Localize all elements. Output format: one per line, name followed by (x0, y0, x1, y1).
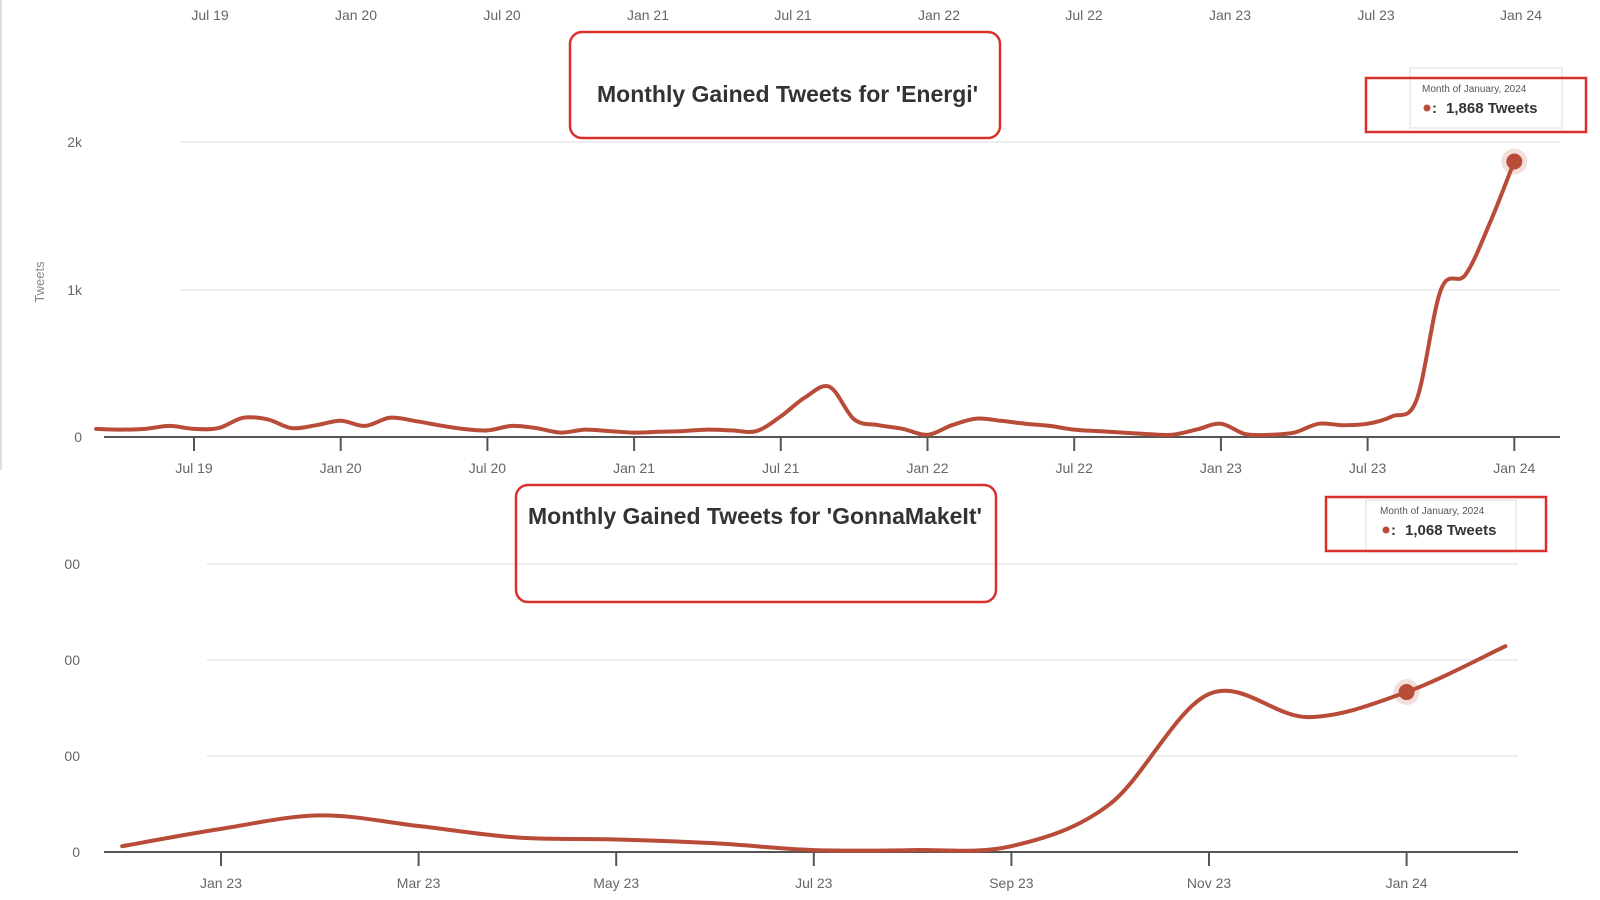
gonnamakeit-series-line (120, 644, 1508, 853)
y-tick-label: 00 (64, 556, 80, 572)
energi-tooltip-highlight-box (1364, 76, 1588, 134)
gonnamakeit-tooltip-prefix: : (1391, 522, 1396, 539)
y-tick-label: 2k (67, 134, 83, 150)
y-tick-label: 00 (64, 748, 80, 764)
gonnamakeit-tooltip-caption: Month of January, 2024 (1380, 506, 1485, 517)
top-axis-label: Jul 20 (483, 7, 521, 23)
top-axis-label: Jul 21 (774, 7, 812, 23)
top-axis-labels: Jul 19 Jan 20 Jul 20 Jan 21 Jul 21 Jan 22 Jul … (191, 7, 1542, 23)
x-tick-label: Jul 22 (1056, 460, 1094, 476)
y-tick-label: 0 (72, 844, 80, 860)
gonnamakeit-tooltip-marker (1382, 526, 1390, 534)
x-tick-label: Jan 24 (1493, 460, 1535, 476)
y-tick-label: 0 (74, 429, 82, 445)
top-axis-label: Jan 24 (1500, 7, 1542, 23)
top-axis-label: Jul 19 (191, 7, 229, 23)
x-tick-label: Sep 23 (989, 875, 1034, 891)
highlight-point[interactable] (1506, 153, 1523, 170)
x-tick-label: Jan 24 (1386, 875, 1428, 891)
energi-tooltip-marker (1423, 104, 1431, 112)
energi-tooltip-value: 1,868 Tweets (1446, 100, 1537, 117)
top-axis-label: Jan 20 (335, 7, 377, 23)
x-tick-label: Jan 23 (1200, 460, 1242, 476)
energi-title-highlight-box (568, 30, 1002, 140)
y-tick-label: 00 (64, 652, 80, 668)
x-tick-label: Jan 20 (320, 460, 362, 476)
energi-y-axis-title: Tweets (32, 261, 47, 303)
x-tick-label: Mar 23 (397, 875, 441, 891)
x-tick-label: Jul 19 (175, 460, 213, 476)
x-tick-label: Jan 21 (613, 460, 655, 476)
energi-chart-title: Monthly Gained Tweets for 'Energi' (597, 81, 978, 107)
energi-x-axis: Jul 19 Jan 20 Jul 20 Jan 21 Jul 21 Jan 22 Jul … (175, 437, 1536, 476)
x-tick-label: Jul 23 (1349, 460, 1387, 476)
top-axis-label: Jan 22 (918, 7, 960, 23)
top-axis-label: Jul 23 (1357, 7, 1395, 23)
gonnamakeit-tooltip[interactable]: Month of January, 2024 : 1,068 Tweets (1365, 499, 1517, 553)
energi-y-axis: 0 1k 2k (67, 134, 83, 445)
x-tick-label: Nov 23 (1187, 875, 1232, 891)
x-tick-label: Jan 22 (906, 460, 948, 476)
x-tick-label: Jan 23 (200, 875, 242, 891)
highlight-point[interactable] (1398, 684, 1415, 701)
energi-tooltip-caption: Month of January, 2024 (1422, 84, 1527, 95)
energi-tooltip-prefix: : (1432, 100, 1437, 117)
gonnamakeit-tooltip-highlight-box (1324, 495, 1548, 553)
x-tick-label: Jul 20 (469, 460, 507, 476)
x-tick-label: May 23 (593, 875, 639, 891)
gonnamakeit-data-points (122, 646, 1506, 851)
gonnamakeit-chart-title: Monthly Gained Tweets for 'GonnaMakeIt' (528, 503, 982, 529)
x-tick-label: Jul 21 (762, 460, 800, 476)
top-axis-label: Jan 23 (1209, 7, 1251, 23)
gonnamakeit-gridlines (207, 563, 1518, 757)
gonnamakeit-title-highlight-box (514, 483, 998, 604)
gonnamakeit-tooltip-card (1365, 499, 1517, 553)
top-axis-label: Jul 22 (1065, 7, 1103, 23)
energi-series-line (94, 159, 1517, 438)
y-tick-label: 1k (67, 282, 83, 298)
energi-gridlines (180, 141, 1560, 291)
gonnamakeit-tooltip-value: 1,068 Tweets (1405, 522, 1496, 539)
gonnamakeit-x-axis: Jan 23 Mar 23 May 23 Jul 23 Sep 23 Nov 23 Jan … (200, 852, 1428, 891)
energi-data-points (96, 148, 1528, 435)
top-axis-label: Jan 21 (627, 7, 669, 23)
x-tick-label: Jul 23 (795, 875, 833, 891)
